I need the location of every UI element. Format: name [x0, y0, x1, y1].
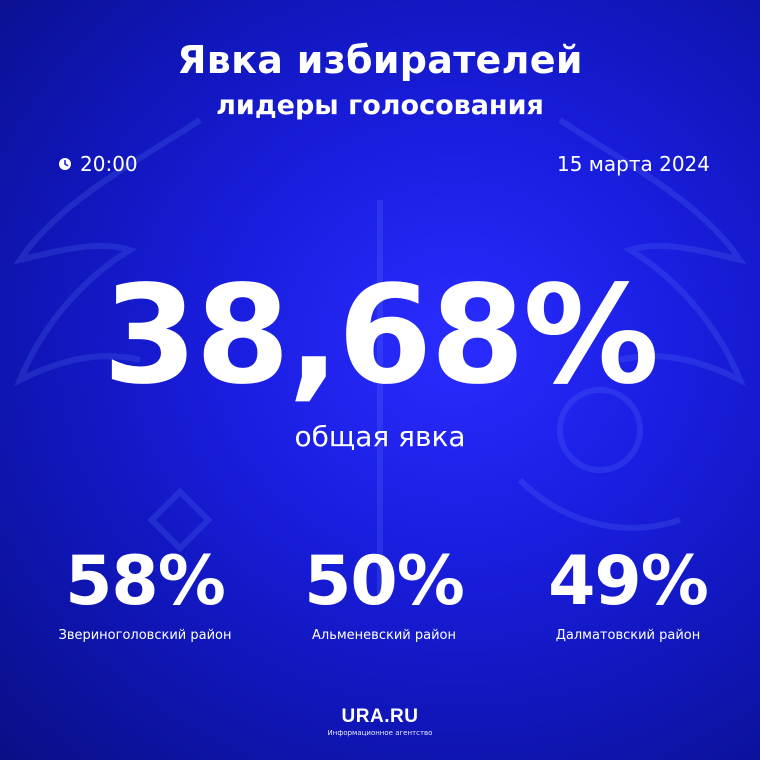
ura-logo: URA.RU Информационное агентство: [0, 706, 760, 737]
leader-item: 58% Звериноголовский район: [25, 542, 265, 643]
page-title: Явка избирателей: [177, 38, 583, 82]
total-turnout-label: общая явка: [294, 420, 466, 453]
leader-percent: 58%: [65, 542, 226, 621]
leader-item: 50% Альменевский район: [264, 542, 504, 643]
time-stamp: 20:00: [58, 152, 138, 176]
leader-district: Далматовский район: [555, 627, 701, 643]
time-text: 20:00: [80, 152, 138, 176]
clock-icon: [59, 158, 71, 170]
logo-name: URA.RU: [341, 706, 419, 727]
date-text: 15 марта 2024: [556, 152, 710, 176]
leader-percent: 50%: [304, 542, 465, 621]
leader-percent: 49%: [548, 542, 709, 621]
leader-district: Альменевский район: [312, 627, 456, 643]
leader-district: Звериноголовский район: [58, 627, 232, 643]
total-turnout-value: 38,68%: [102, 257, 659, 415]
logo-tagline: Информационное агентство: [327, 729, 433, 737]
page-subtitle: лидеры голосования: [216, 90, 544, 121]
leader-item: 49% Далматовский район: [508, 542, 748, 643]
